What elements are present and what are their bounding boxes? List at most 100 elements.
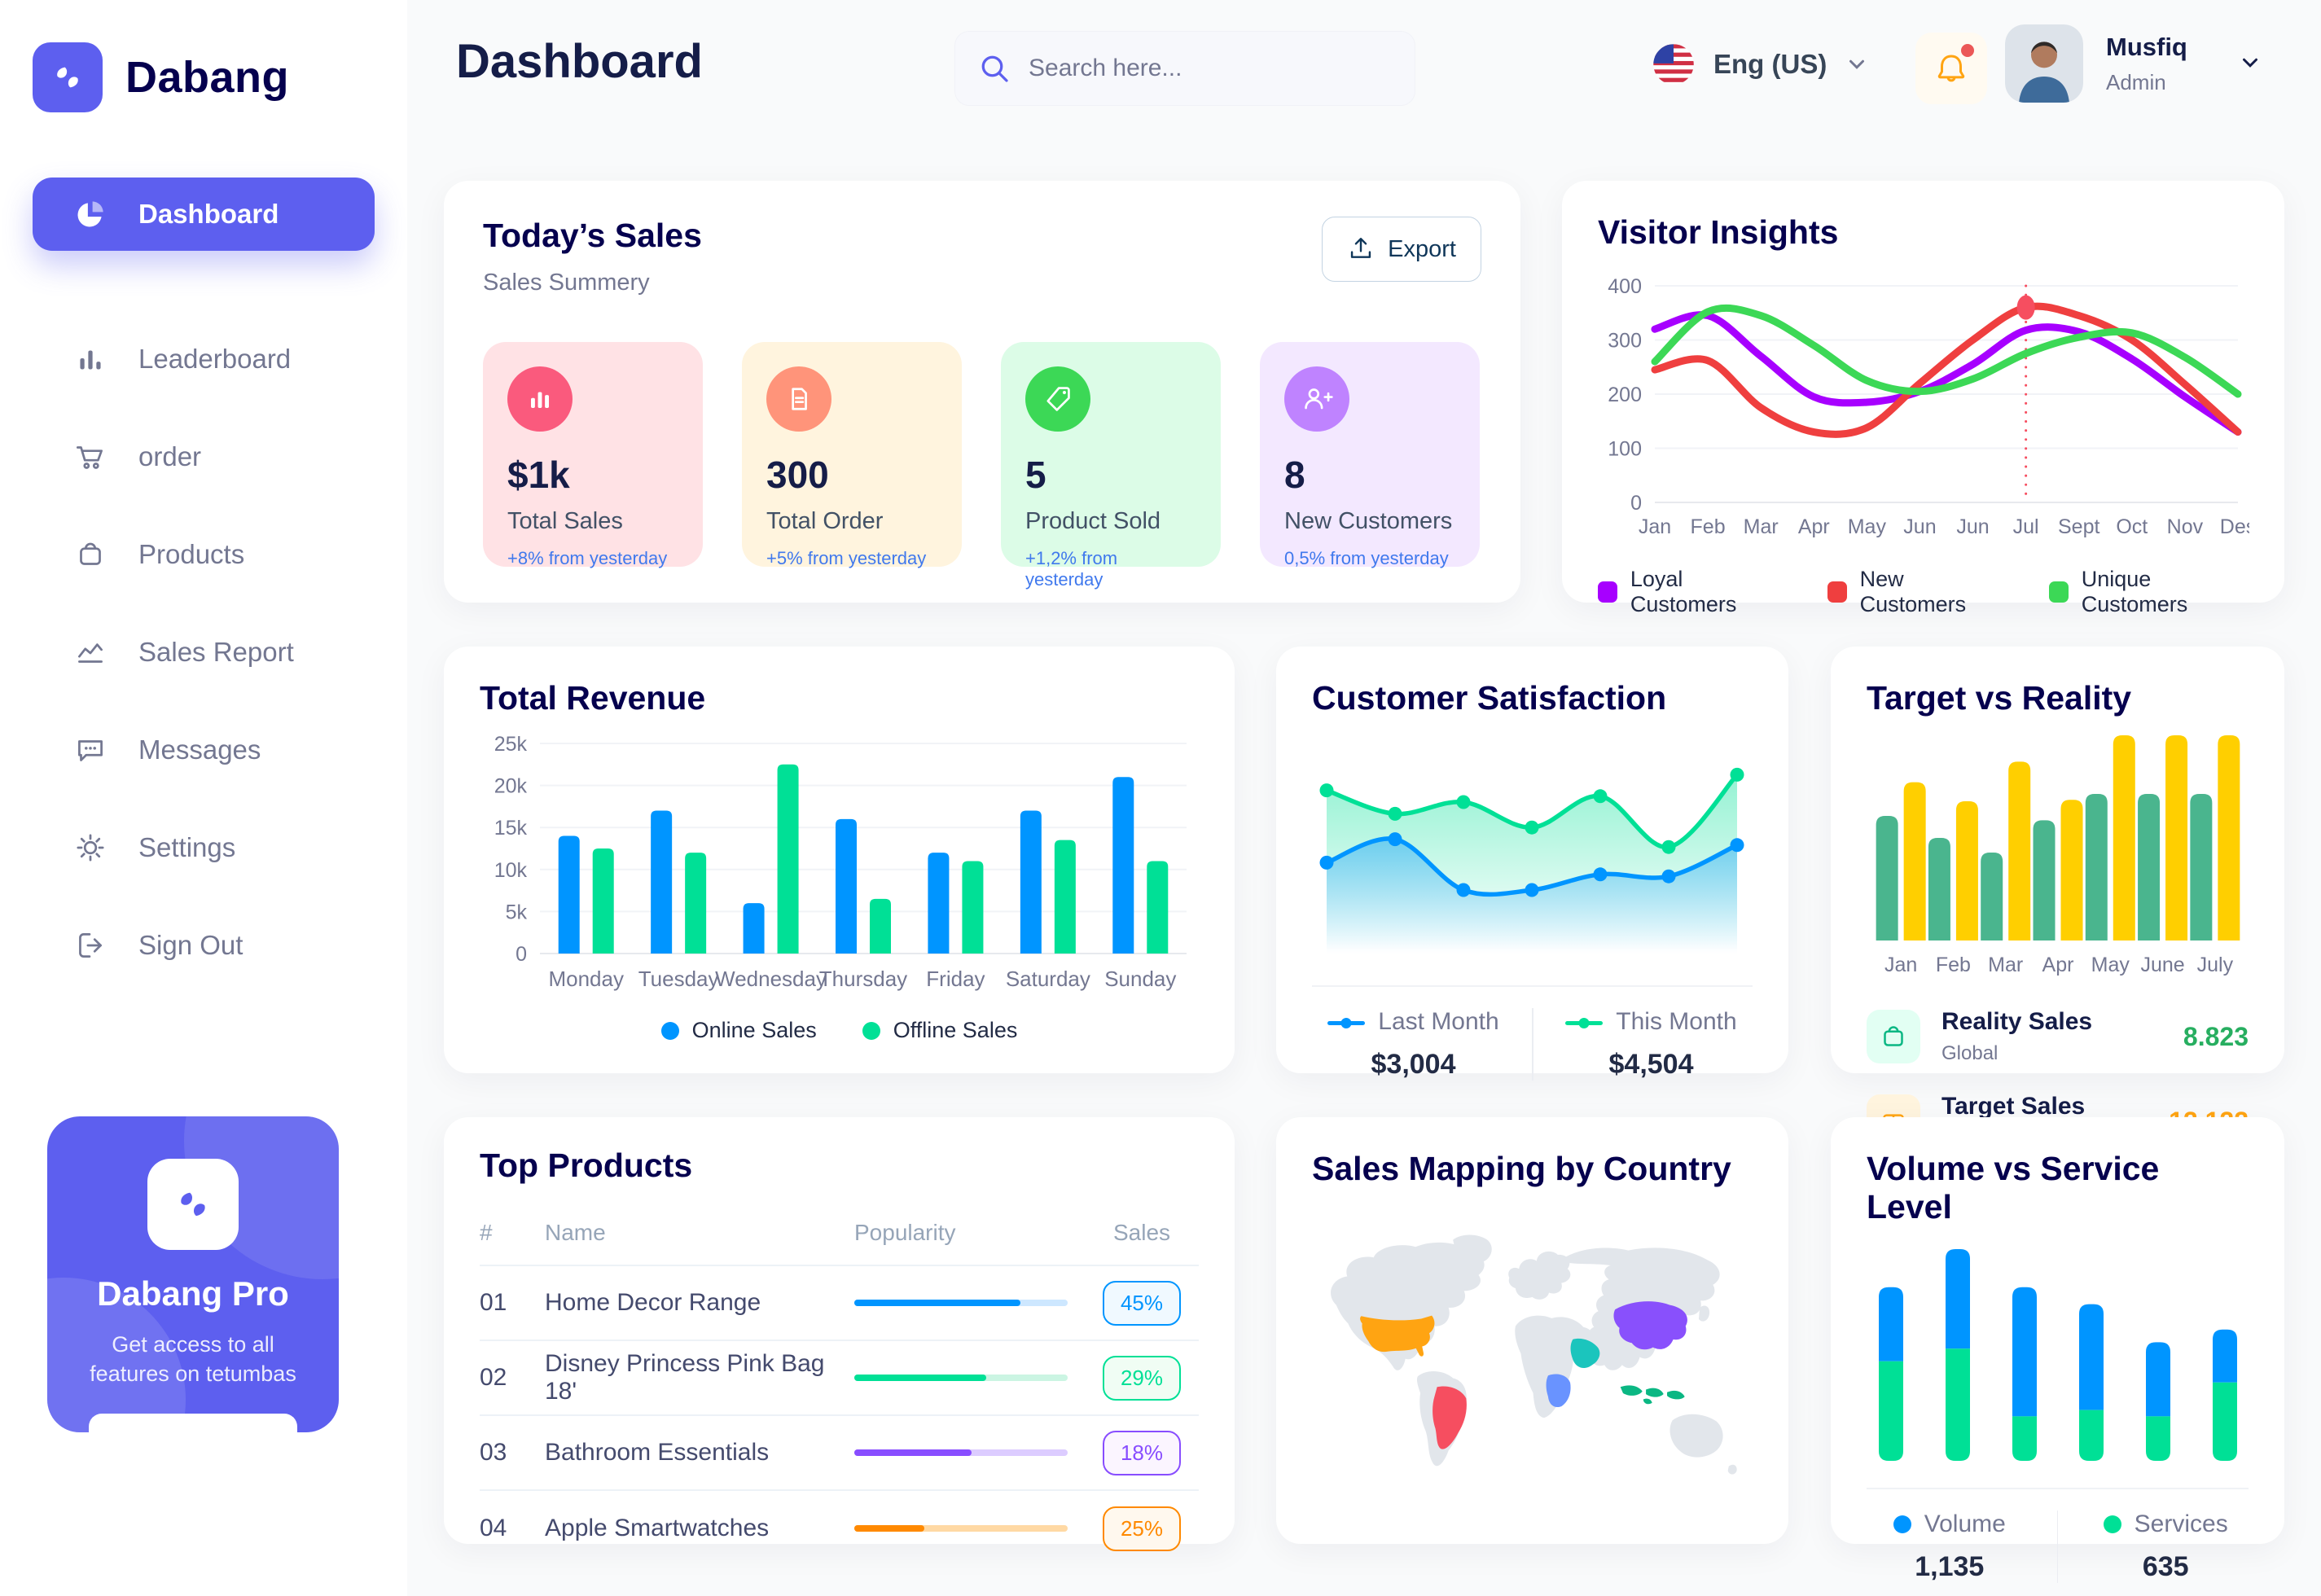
svg-text:May: May xyxy=(1848,515,1887,538)
svg-text:May: May xyxy=(2091,954,2130,976)
legend-value: $3,004 xyxy=(1371,1049,1456,1080)
top-products-card: Top Products # Name Popularity Sales 01 H… xyxy=(444,1117,1235,1551)
sidebar-item-products[interactable]: Products xyxy=(33,518,375,591)
svg-text:Oct: Oct xyxy=(2116,515,2148,538)
popularity-bar xyxy=(854,1525,1068,1532)
todays-sales-subtitle: Sales Summery xyxy=(483,270,650,296)
table-row: 01 Home Decor Range 45% xyxy=(480,1266,1199,1341)
line-dot-icon xyxy=(1565,1008,1604,1036)
stat-card-total-order: 300 Total Order +5% from yesterday xyxy=(742,342,962,568)
country-indonesia xyxy=(1620,1385,1685,1405)
legend-item-online-sales: Online Sales xyxy=(660,1018,817,1043)
table-row: 02 Disney Princess Pink Bag 18' 29% xyxy=(480,1341,1199,1416)
svg-text:200: 200 xyxy=(1608,384,1642,406)
legend-item-loyal-customers: Loyal Customers xyxy=(1598,567,1782,617)
user-role: Admin xyxy=(2106,70,2166,94)
user-name: Musfiq xyxy=(2106,33,2187,61)
svg-text:Sunday: Sunday xyxy=(1104,967,1176,991)
legend-swatch xyxy=(2048,581,2069,603)
legend-item-services: Services 635 xyxy=(2082,1510,2249,1583)
svg-text:10k: 10k xyxy=(494,859,528,882)
svg-text:5k: 5k xyxy=(506,901,528,923)
product-rank: 04 xyxy=(480,1515,507,1541)
line-dot-icon xyxy=(1327,1008,1366,1036)
sidebar-item-label: Sign Out xyxy=(138,930,244,960)
legend-item-volume: Volume 1,135 xyxy=(1867,1510,2033,1583)
table-row: 04 Apple Smartwatches 25% xyxy=(480,1491,1199,1566)
search-input[interactable] xyxy=(1029,55,1392,82)
customer-satisfaction-chart xyxy=(1312,739,1753,964)
gear-icon xyxy=(72,829,109,866)
top-products-title: Top Products xyxy=(480,1147,693,1184)
volume-service-card: Volume vs Service Level Volume 1,135 Servi… xyxy=(1831,1117,2284,1583)
chat-icon xyxy=(72,731,109,769)
sidebar-item-settings[interactable]: Settings xyxy=(33,811,375,884)
product-rank: 03 xyxy=(480,1439,507,1466)
stat-trend: 0,5% from yesterday xyxy=(1284,548,1449,568)
svg-text:0: 0 xyxy=(1630,492,1642,515)
todays-sales-card: Today’s Sales Sales Summery Export $1k To… xyxy=(444,181,1520,603)
stat-label: Total Sales xyxy=(507,508,623,534)
line-chart-icon xyxy=(72,634,109,671)
svg-text:Jun: Jun xyxy=(1956,515,1989,538)
us-flag-icon xyxy=(1653,44,1694,85)
legend-item-offline-sales: Offline Sales xyxy=(862,1018,1017,1043)
stat-value: $1k xyxy=(507,454,570,496)
legend-dot xyxy=(862,1021,880,1040)
svg-text:Apr: Apr xyxy=(1798,515,1830,538)
svg-text:100: 100 xyxy=(1608,438,1642,461)
notifications-button[interactable] xyxy=(1915,33,1987,104)
sidebar-item-messages[interactable]: Messages xyxy=(33,713,375,787)
sidebar-item-dashboard[interactable]: Dashboard xyxy=(33,178,375,251)
bag-green-icon xyxy=(1867,1010,1920,1063)
pro-description: Get access to all features on tetumbas xyxy=(90,1332,296,1387)
sales-badge: 18% xyxy=(1103,1430,1181,1475)
stat-cards: $1k Total Sales +8% from yesterday 300 Total… xyxy=(483,342,1481,590)
tag-icon xyxy=(1025,366,1090,432)
brand-name: Dabang xyxy=(125,53,290,102)
divider xyxy=(1867,1488,2249,1489)
sign-out-icon xyxy=(72,927,109,964)
export-button[interactable]: Export xyxy=(1322,217,1481,282)
svg-text:Jan: Jan xyxy=(1884,954,1917,976)
visitor-insights-card: Visitor Insights 0 100 200 300 400 Jan Feb Mar A… xyxy=(1562,181,2284,616)
language-selector[interactable]: Eng (US) xyxy=(1652,42,1869,86)
svg-text:Mar: Mar xyxy=(1988,954,2023,976)
language-label: Eng (US) xyxy=(1713,49,1827,79)
total-revenue-chart: 0 5k 10k 15k 20k 25k Monday Tuesday Wednesday Thu… xyxy=(480,733,1199,997)
sidebar-item-sales-report[interactable]: Sales Report xyxy=(33,616,375,689)
sidebar-item-sign-out[interactable]: Sign Out xyxy=(33,909,375,982)
sidebar-item-label: order xyxy=(138,441,202,471)
popularity-bar xyxy=(854,1300,1068,1306)
svg-text:Mar: Mar xyxy=(1744,515,1779,538)
svg-text:Feb: Feb xyxy=(1691,515,1726,538)
sidebar-nav: Dashboard Leaderboard order Products Sales R… xyxy=(0,178,407,982)
sidebar-item-leaderboard[interactable]: Leaderboard xyxy=(33,322,375,396)
sidebar-item-order[interactable]: order xyxy=(33,420,375,493)
legend-dot xyxy=(1893,1515,1911,1533)
get-pro-button[interactable]: Get Pro xyxy=(89,1413,297,1432)
legend-dot xyxy=(2103,1515,2121,1533)
sidebar: Dabang Dashboard Leaderboard order Products… xyxy=(0,0,407,1596)
legend-value: 1,135 xyxy=(1915,1551,1985,1582)
svg-text:15k: 15k xyxy=(494,817,528,840)
total-revenue-card: Total Revenue 0 5k 10k 15k 20k 25k Monday Tuesd… xyxy=(444,647,1235,1073)
sales-mapping-title: Sales Mapping by Country xyxy=(1312,1150,1731,1187)
svg-text:Apr: Apr xyxy=(2042,954,2074,976)
svg-text:300: 300 xyxy=(1608,330,1642,353)
user-chevron-down-icon xyxy=(2243,58,2257,68)
receipt-icon xyxy=(766,366,831,432)
svg-text:Jun: Jun xyxy=(1903,515,1936,538)
legend-item-last-month: Last Month $3,004 xyxy=(1320,1008,1507,1081)
legend-item-new-customers: New Customers xyxy=(1827,567,2003,617)
stat-card-product-sold: 5 Product Sold +1,2% from yesterday xyxy=(1001,342,1221,590)
stat-trend: +8% from yesterday xyxy=(507,548,668,568)
popularity-bar xyxy=(854,1375,1068,1381)
user-menu[interactable]: Musfiq Admin xyxy=(2106,33,2187,95)
total-revenue-legend: Online Sales Offline Sales xyxy=(480,1018,1199,1043)
bag-icon xyxy=(72,536,109,573)
target-vs-reality-card: Target vs Reality Jan Feb Mar Apr May June Jul… xyxy=(1831,647,2284,1149)
total-revenue-title: Total Revenue xyxy=(480,679,706,717)
avatar[interactable] xyxy=(2005,24,2083,103)
